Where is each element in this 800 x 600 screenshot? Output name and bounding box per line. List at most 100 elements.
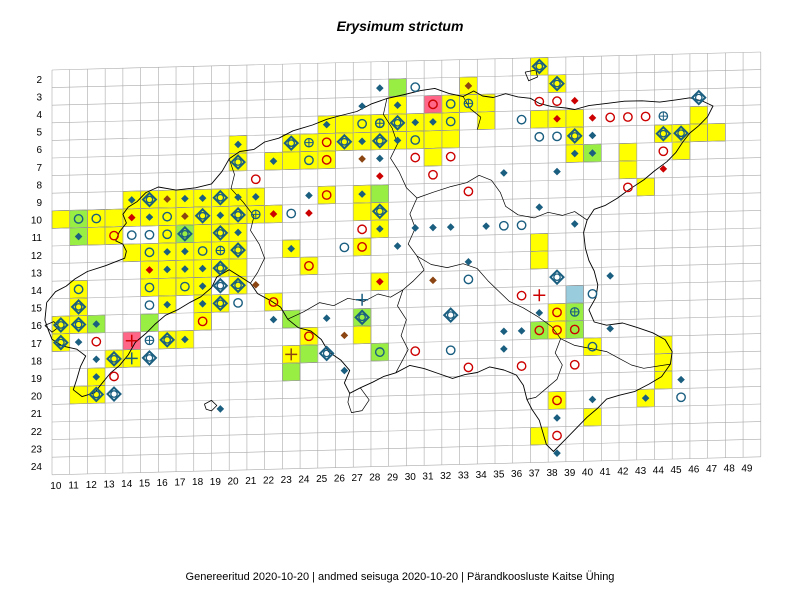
grid-cell xyxy=(654,353,673,372)
x-tick-label: 34 xyxy=(476,470,488,481)
grid-cell xyxy=(175,277,195,296)
grid-line-horizontal xyxy=(51,350,761,370)
x-tick-label: 15 xyxy=(139,479,151,490)
circle-marker xyxy=(357,242,367,252)
x-tick-label: 39 xyxy=(564,468,576,479)
grid-cell xyxy=(140,278,159,297)
circle-marker xyxy=(162,229,173,240)
diamond-marker xyxy=(553,414,561,422)
circle-marker xyxy=(181,229,189,238)
grid-cell xyxy=(140,242,159,262)
outlined-diamond-marker xyxy=(354,309,371,326)
circle-marker xyxy=(144,229,155,240)
diamond-marker xyxy=(588,114,597,122)
circle-marker xyxy=(162,211,173,222)
grid-cell xyxy=(406,130,425,150)
footer-caption: Genereeritud 2020-10-20 | andmed seisuga… xyxy=(185,571,615,583)
y-tick-label: 3 xyxy=(36,92,42,103)
circle-marker xyxy=(552,430,562,441)
circle-marker xyxy=(163,336,172,344)
grid-cell xyxy=(69,279,88,299)
grid-cell xyxy=(317,150,336,170)
diamond-marker xyxy=(464,82,473,90)
grid-line-horizontal xyxy=(51,368,761,388)
circle-marker xyxy=(410,82,421,93)
circle-marker xyxy=(234,158,242,166)
outlined-diamond-marker xyxy=(176,225,193,242)
grid-line-horizontal xyxy=(51,51,761,71)
diamond-marker xyxy=(74,232,83,241)
y-tick-label: 12 xyxy=(31,251,43,262)
grid-line-horizontal xyxy=(51,192,761,212)
diamond-marker xyxy=(429,276,437,285)
circle-marker xyxy=(268,297,279,307)
grid-line-horizontal xyxy=(51,403,761,423)
diamond-marker xyxy=(198,264,207,273)
grid-cell xyxy=(282,362,301,382)
circle-marker xyxy=(144,247,155,258)
circle-marker xyxy=(534,96,545,107)
y-tick-label: 23 xyxy=(31,444,43,455)
x-tick-label: 18 xyxy=(192,477,204,488)
diamond-marker xyxy=(606,272,614,280)
circle-marker xyxy=(375,207,384,216)
diamond-marker xyxy=(198,194,207,202)
diamond-marker xyxy=(535,203,544,212)
diamond-marker xyxy=(181,247,189,256)
outlined-diamond-marker xyxy=(212,189,229,206)
circle-marker xyxy=(74,303,83,311)
diamond-marker xyxy=(305,209,313,217)
diamond-marker xyxy=(198,282,207,290)
circle-marker xyxy=(179,281,190,292)
x-tick-label: 30 xyxy=(405,472,417,483)
x-tick-label: 25 xyxy=(316,474,328,485)
circle-marker xyxy=(286,208,297,219)
diamond-marker xyxy=(429,118,437,126)
diamond-marker xyxy=(198,299,207,308)
county-border xyxy=(560,338,671,369)
y-tick-label: 19 xyxy=(31,374,43,385)
diamond-marker xyxy=(429,223,437,232)
x-tick-label: 46 xyxy=(688,465,700,476)
diamond-marker xyxy=(305,191,313,200)
x-tick-label: 12 xyxy=(86,480,98,491)
circle-marker xyxy=(677,129,685,138)
circle-marker xyxy=(57,321,65,329)
circle-marker xyxy=(304,260,314,271)
diamond-marker xyxy=(163,300,171,309)
grid-cell xyxy=(104,226,124,245)
circle-marker xyxy=(374,347,385,357)
grid-line-horizontal xyxy=(51,315,761,335)
circle-marker xyxy=(694,93,703,102)
diamond-marker xyxy=(376,84,384,92)
circle-marker xyxy=(216,229,225,237)
grid-cell xyxy=(583,337,602,357)
circle-marker xyxy=(516,114,527,125)
x-tick-label: 10 xyxy=(50,481,62,492)
diamond-marker xyxy=(482,222,490,230)
diamond-marker xyxy=(376,277,384,286)
outlined-diamond-marker xyxy=(336,133,353,150)
x-tick-label: 49 xyxy=(741,463,753,474)
outlined-diamond-marker xyxy=(283,135,300,152)
grid-cell xyxy=(299,326,319,346)
coastline-border xyxy=(44,87,714,452)
grid-cell xyxy=(69,209,88,229)
x-tick-label: 24 xyxy=(298,475,310,486)
diamond-marker xyxy=(145,266,154,274)
y-tick-label: 24 xyxy=(31,462,43,473)
outlined-diamond-marker xyxy=(371,203,388,220)
diamond-marker xyxy=(145,213,154,221)
circle-marker xyxy=(145,195,154,204)
circle-marker xyxy=(304,155,314,166)
y-tick-label: 21 xyxy=(31,409,43,420)
grid-cell xyxy=(352,202,372,222)
grid-cell xyxy=(583,407,602,427)
circle-marker xyxy=(57,338,65,347)
outlined-diamond-marker xyxy=(230,242,246,258)
circle-marker xyxy=(216,299,225,308)
diamond-marker xyxy=(163,195,171,203)
circle-marker xyxy=(516,290,527,301)
circle-marker xyxy=(553,273,561,282)
